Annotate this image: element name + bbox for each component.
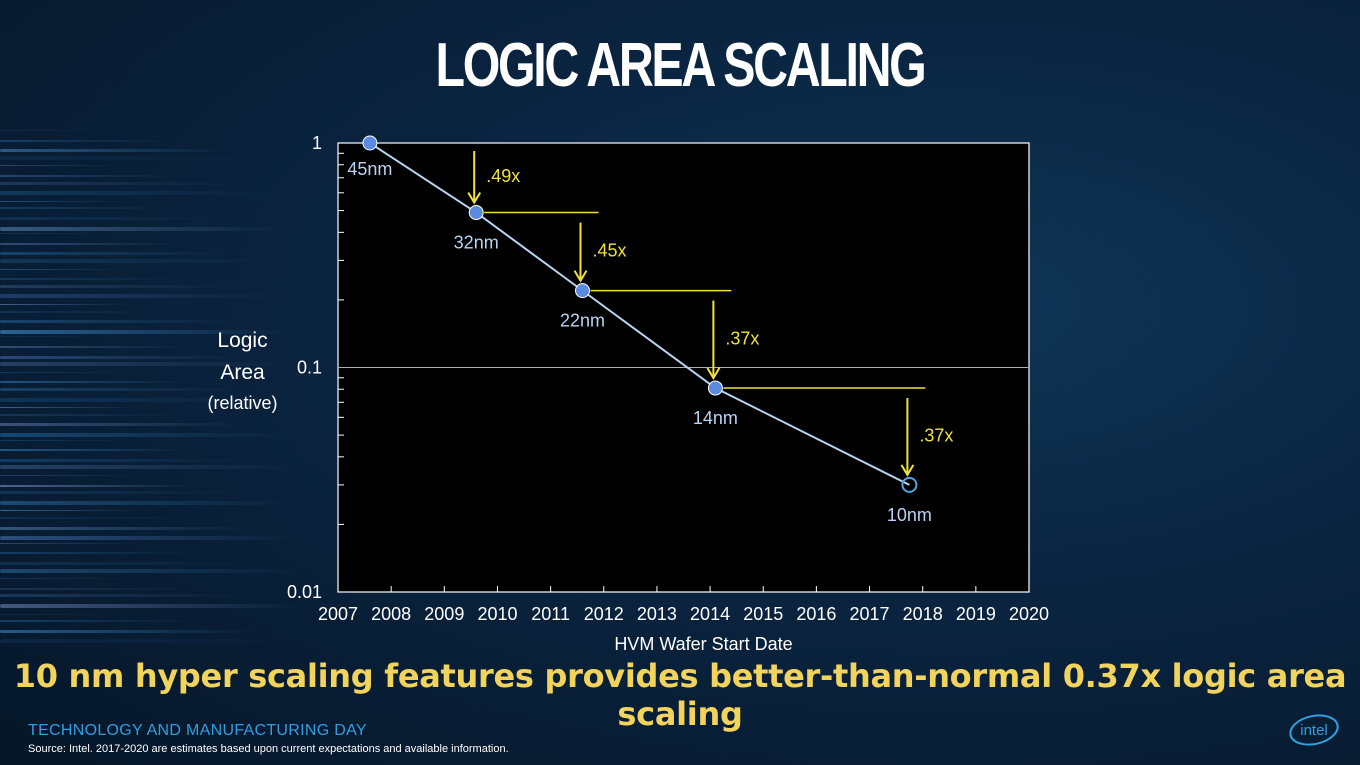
x-tick-label: 2010: [477, 604, 517, 624]
scaling-arrow-head: [706, 367, 721, 380]
data-point: [468, 205, 484, 221]
scaling-arrow-head: [467, 192, 482, 205]
x-tick-label: 2018: [903, 604, 943, 624]
slide-tagline: 10 nm hyper scaling features provides be…: [13, 657, 1347, 733]
scaling-factor-label: .37x: [919, 425, 953, 445]
x-tick-label: 2012: [584, 604, 624, 624]
x-tick-label: 2009: [424, 604, 464, 624]
node-label: 10nm: [887, 505, 932, 525]
scaling-factor-label: .37x: [725, 328, 759, 348]
scaling-arrow-head: [900, 464, 915, 477]
x-tick-label: 2016: [796, 604, 836, 624]
slide-title: LOGIC AREA SCALING: [435, 31, 927, 100]
x-tick-label: 2011: [531, 604, 570, 624]
x-tick-label: 2014: [690, 604, 730, 624]
x-axis-label: HVM Wafer Start Date: [614, 634, 792, 654]
data-point: [707, 380, 723, 396]
event-name: TECHNOLOGY AND MANUFACTURING DAY: [28, 722, 367, 739]
x-tick-label: 2008: [371, 604, 411, 624]
x-tick-label: 2013: [637, 604, 677, 624]
y-axis-label-line-3: (relative): [207, 393, 278, 413]
y-tick-label: 1: [312, 133, 322, 153]
scaling-arrow-head: [573, 270, 588, 283]
data-point-estimate: [901, 476, 918, 493]
source-note: Source: Intel. 2017-2020 are estimates b…: [28, 743, 509, 755]
data-point: [362, 135, 378, 151]
y-tick-label: 0.1: [297, 358, 322, 378]
intel-logo: intel: [1289, 714, 1339, 746]
y-axis-label-line-1: Logic: [217, 329, 268, 352]
y-axis-label-line-2: Area: [220, 361, 265, 384]
node-label: 32nm: [454, 233, 499, 253]
x-tick-label: 2007: [318, 604, 358, 624]
x-tick-label: 2020: [1009, 604, 1049, 624]
scaling-factor-label: .45x: [593, 241, 627, 261]
x-tick-label: 2019: [956, 604, 996, 624]
data-point: [575, 283, 591, 299]
node-label: 45nm: [347, 159, 392, 179]
y-axis-label: Logic Area (relative): [190, 325, 295, 417]
node-label: 22nm: [560, 311, 605, 331]
x-tick-label: 2015: [743, 604, 783, 624]
x-tick-label: 2017: [850, 604, 890, 624]
y-tick-label: 0.01: [287, 582, 322, 602]
scaling-factor-label: .49x: [486, 166, 520, 186]
svg-text:intel: intel: [1300, 722, 1328, 739]
node-label: 14nm: [693, 408, 738, 428]
